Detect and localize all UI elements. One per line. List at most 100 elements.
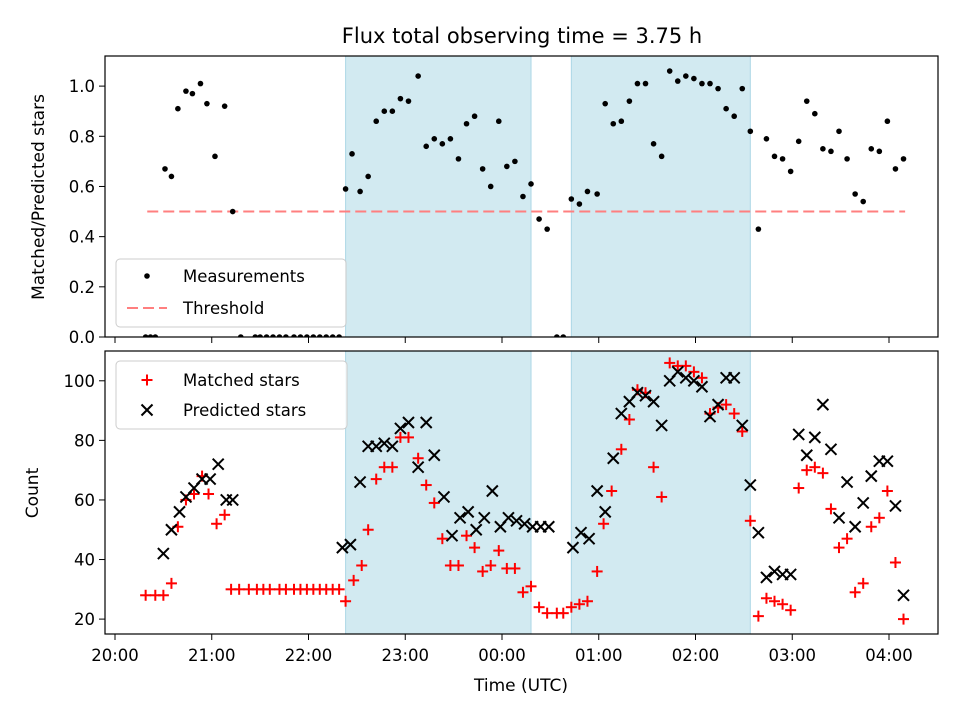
x-b [752, 526, 765, 539]
measurement-point [707, 80, 713, 87]
matched-star-point [493, 545, 505, 557]
x-b [157, 547, 170, 560]
x-b [402, 416, 415, 429]
matched-star-point [356, 559, 368, 571]
measurement-point [852, 191, 858, 197]
measurement-point [520, 193, 526, 200]
legend-threshold-label: Threshold [182, 299, 264, 318]
predicted-star-point [727, 371, 741, 385]
x-b [655, 419, 668, 432]
bottom-legend: Matched stars Predicted stars [115, 360, 348, 430]
predicted-star-point [598, 505, 612, 519]
measurement-point [504, 163, 510, 170]
predicted-star-point [445, 529, 459, 542]
measurement-point [666, 68, 673, 74]
matched-star-point [728, 408, 740, 420]
x-b [574, 526, 588, 539]
matched-star-point [801, 464, 813, 476]
measurement-point [876, 148, 883, 155]
x-b [607, 452, 620, 465]
x-b [445, 529, 459, 542]
x-tick-label: 02:00 [672, 646, 720, 665]
x-b [469, 523, 483, 536]
matched-star-point [809, 461, 821, 473]
measurement-point [415, 73, 421, 79]
matched-star-point [849, 586, 861, 598]
measurement-point [357, 188, 363, 195]
matched-star-point [591, 565, 603, 577]
x-b [203, 472, 217, 486]
x-b [679, 371, 693, 385]
predicted-star-point [647, 395, 660, 408]
matched-star-point [188, 488, 200, 500]
measurement-point [618, 118, 625, 125]
x-b [353, 475, 367, 489]
predicted-star-point [784, 568, 797, 581]
matched-star-point [509, 562, 521, 574]
measurement-point [229, 208, 236, 215]
measurement-point [304, 334, 310, 337]
predicted-star-point [615, 407, 628, 420]
matched-star-point [557, 607, 569, 619]
predicted-star-point [881, 455, 894, 468]
top-y-tick-label: 0.0 [69, 328, 95, 347]
predicted-star-point [370, 440, 383, 453]
x-b [566, 541, 580, 554]
legend-measurement-marker [144, 273, 150, 279]
measurement-point [336, 334, 342, 337]
predicted-star-point [574, 526, 588, 539]
bottom-y-tick-label: 60 [74, 491, 95, 510]
predicted-star-point [461, 505, 475, 519]
matched-star-point [623, 414, 635, 426]
x-b [824, 443, 838, 456]
x-b [695, 380, 709, 393]
matched-star-point [898, 613, 910, 625]
x-b [865, 469, 878, 483]
predicted-star-point [897, 589, 910, 602]
matched-star-point [817, 467, 829, 479]
matched-star-point [865, 521, 877, 533]
x-b [394, 422, 407, 435]
measurement-point [674, 78, 681, 84]
measurement-point [771, 153, 778, 160]
matched-star-point [769, 595, 781, 607]
x-b [165, 523, 178, 536]
measurement-point [576, 201, 583, 207]
x-b [582, 532, 596, 545]
matched-star-point [233, 583, 245, 595]
predicted-star-point [639, 389, 652, 402]
x-b [173, 505, 186, 519]
matched-star-point [720, 399, 732, 411]
matched-star-point [841, 533, 853, 545]
predicted-star-point [402, 416, 415, 429]
measurement-point [626, 98, 633, 104]
measurement-point [183, 88, 189, 94]
measurement-point [560, 334, 567, 337]
predicted-star-point [157, 547, 170, 560]
predicted-star-point [582, 532, 596, 545]
measurement-point [405, 98, 412, 104]
shaded-interval [345, 55, 532, 338]
x-b [590, 484, 604, 498]
matched-star-point [477, 565, 489, 577]
x-b [784, 568, 797, 581]
matched-star-point [461, 530, 473, 542]
x-tick-label: 21:00 [188, 646, 236, 665]
x-b [647, 395, 660, 408]
x-b [671, 365, 684, 379]
matched-star-point [402, 431, 414, 443]
measurement-point [803, 98, 810, 104]
matched-star-point [833, 542, 845, 554]
predicted-star-point [566, 541, 580, 554]
predicted-star-point [607, 452, 620, 465]
measurement-point [723, 105, 729, 112]
measurement-point [323, 334, 330, 337]
matched-star-point [211, 518, 223, 530]
legend-matched-marker [141, 374, 153, 386]
x-b [736, 419, 749, 432]
x-b [478, 511, 491, 525]
measurement-point [634, 80, 641, 87]
bottom-y-tick-label: 40 [74, 551, 95, 570]
x-b [211, 457, 225, 471]
